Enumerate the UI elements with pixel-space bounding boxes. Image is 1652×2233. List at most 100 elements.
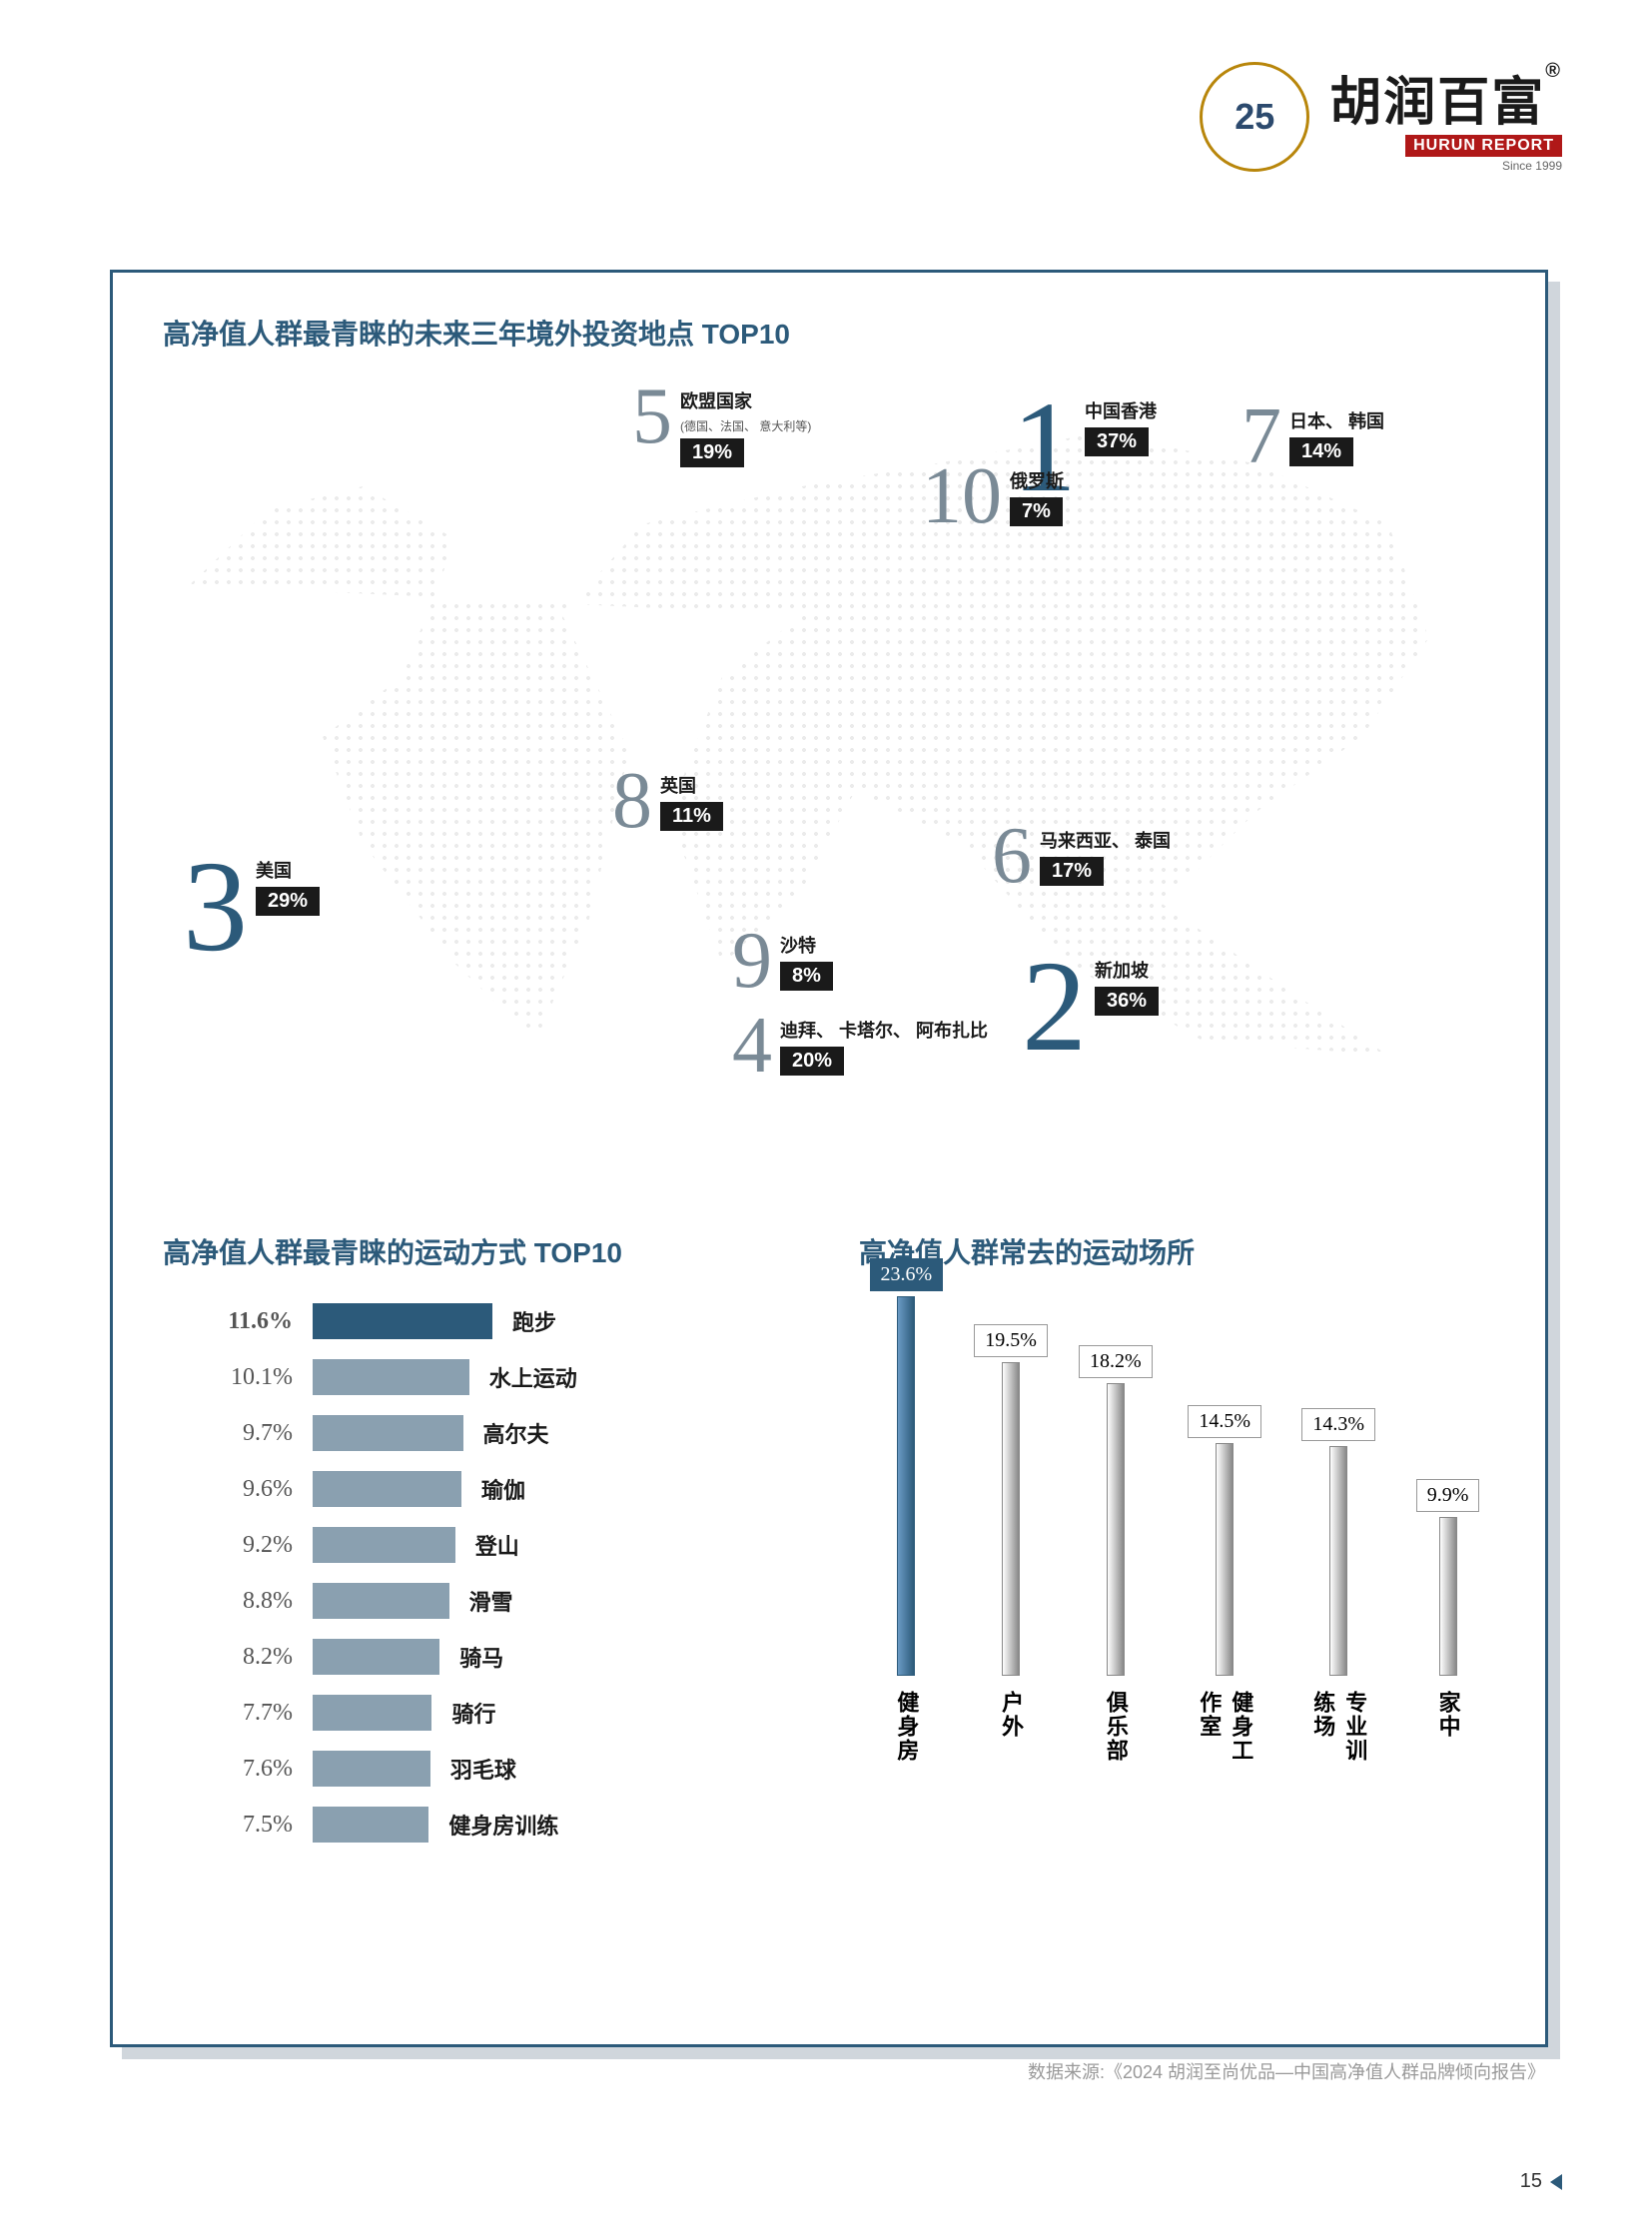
hbar-row: 9.7%高尔夫 bbox=[163, 1413, 799, 1453]
ranking-4: 4 迪拜、 卡塔尔、 阿布扎比 20% bbox=[732, 1012, 988, 1080]
content-frame: 高净值人群最青睐的未来三年境外投资地点 TOP10 1中国香港37%2新加坡36… bbox=[110, 270, 1548, 2047]
vbar-container: 23.6%健身房19.5%户外18.2%俱乐部14.5%健身工作室14.3%专业… bbox=[859, 1301, 1495, 1781]
vbar-col: 14.3%专业训练场 bbox=[1306, 1446, 1370, 1781]
map-title: 高净值人群最青睐的未来三年境外投资地点 TOP10 bbox=[113, 273, 1545, 372]
rank-label: 马来西亚、 泰国 bbox=[1040, 830, 1171, 853]
hbar-percent: 7.7% bbox=[163, 1700, 313, 1727]
hbar-label: 骑马 bbox=[439, 1641, 503, 1673]
rank-label: 日本、 韩国 bbox=[1289, 410, 1384, 433]
ranking-2: 2新加坡36% bbox=[1022, 952, 1159, 1063]
hbar-percent: 9.2% bbox=[163, 1532, 313, 1559]
hbar-row: 7.7%骑行 bbox=[163, 1693, 799, 1733]
rank-number: 10 bbox=[922, 462, 1002, 530]
ranking-9: 9 沙特 8% bbox=[732, 927, 833, 995]
vbar-bar bbox=[897, 1296, 915, 1676]
hbar-label: 健身房训练 bbox=[428, 1809, 558, 1841]
rank-label: 迪拜、 卡塔尔、 阿布扎比 bbox=[780, 1020, 988, 1043]
ranking-10: 10 俄罗斯 7% bbox=[922, 462, 1064, 530]
sports-venue-chart: 高净值人群常去的运动场所 23.6%健身房19.5%户外18.2%俱乐部14.5… bbox=[859, 1231, 1495, 1861]
brand-logo: 胡润百富® HURUN REPORT Since 1999 bbox=[1329, 60, 1562, 173]
hbar-bar bbox=[313, 1359, 469, 1395]
page-number: 15 bbox=[1520, 2170, 1562, 2193]
ranking-8: 8英国11% bbox=[612, 767, 723, 835]
rank-percent: 29% bbox=[256, 887, 320, 916]
hbar-bar bbox=[313, 1471, 461, 1507]
logo-chinese: 胡润百富® bbox=[1329, 60, 1562, 135]
hbar-row: 11.6%跑步 bbox=[163, 1301, 799, 1341]
hbar-row: 7.5% 健身房训练 bbox=[163, 1805, 799, 1845]
hbar-row: 10.1%水上运动 bbox=[163, 1357, 799, 1397]
hbar-percent: 7.6% bbox=[163, 1756, 313, 1783]
vbar-col: 9.9%家中 bbox=[1420, 1517, 1475, 1781]
rank-label: 中国香港 bbox=[1085, 400, 1157, 423]
hbar-bar bbox=[313, 1583, 449, 1619]
hbar-label: 登山 bbox=[455, 1529, 519, 1561]
rank-percent: 8% bbox=[780, 962, 833, 991]
vbar-percent: 23.6% bbox=[870, 1258, 944, 1291]
rank-label: 沙特 bbox=[780, 935, 833, 958]
vbar-percent: 14.3% bbox=[1301, 1408, 1375, 1441]
rank-label: 美国 bbox=[256, 860, 320, 883]
hbar-bar bbox=[313, 1639, 439, 1675]
vbar-title: 高净值人群常去的运动场所 bbox=[859, 1231, 1495, 1271]
ranking-5: 5 欧盟国家 (德国、法国、 意大利等) 19% bbox=[632, 382, 811, 467]
hbar-label: 瑜伽 bbox=[461, 1473, 525, 1505]
rank-percent: 19% bbox=[680, 438, 744, 467]
hbar-percent: 9.6% bbox=[163, 1476, 313, 1503]
logo-since: Since 1999 bbox=[1329, 159, 1562, 173]
hbar-title: 高净值人群最青睐的运动方式 TOP10 bbox=[163, 1231, 799, 1271]
rank-label: 欧盟国家 bbox=[680, 390, 811, 413]
vbar-percent: 9.9% bbox=[1416, 1479, 1480, 1512]
vbar-bar bbox=[1107, 1383, 1125, 1676]
rank-number: 2 bbox=[1022, 952, 1087, 1063]
hbar-row: 9.2% 登山 bbox=[163, 1525, 799, 1565]
hbar-row: 8.2%骑马 bbox=[163, 1637, 799, 1677]
hbar-percent: 7.5% bbox=[163, 1812, 313, 1839]
rank-number: 8 bbox=[612, 767, 652, 835]
page-arrow-icon bbox=[1550, 2174, 1562, 2190]
rank-label: 英国 bbox=[660, 775, 723, 798]
rank-label: 俄罗斯 bbox=[1010, 470, 1064, 493]
vbar-col: 19.5%户外 bbox=[984, 1362, 1039, 1781]
hbar-container: 11.6%跑步 10.1%水上运动 9.7%高尔夫 9.6% 瑜伽 9.2% 登山 8.8% 滑… bbox=[163, 1301, 799, 1845]
hbar-label: 水上运动 bbox=[469, 1361, 577, 1393]
hbar-row: 7.6% 羽毛球 bbox=[163, 1749, 799, 1789]
hbar-percent: 8.8% bbox=[163, 1588, 313, 1615]
hbar-label: 羽毛球 bbox=[430, 1753, 516, 1785]
vbar-col: 14.5%健身工作室 bbox=[1193, 1443, 1256, 1781]
rank-percent: 17% bbox=[1040, 857, 1104, 886]
rank-percent: 14% bbox=[1289, 437, 1353, 466]
hbar-bar bbox=[313, 1751, 430, 1787]
vbar-col: 23.6%健身房 bbox=[879, 1296, 934, 1781]
sports-preference-chart: 高净值人群最青睐的运动方式 TOP10 11.6%跑步 10.1%水上运动 9.7%… bbox=[163, 1231, 799, 1861]
vbar-bar bbox=[1439, 1517, 1457, 1676]
badge-number: 25 bbox=[1235, 96, 1274, 138]
hbar-bar bbox=[313, 1695, 431, 1731]
hbar-bar bbox=[313, 1303, 492, 1339]
rank-number: 4 bbox=[732, 1012, 772, 1080]
vbar-label: 健身房 bbox=[890, 1691, 922, 1781]
rank-number: 9 bbox=[732, 927, 772, 995]
hbar-label: 高尔夫 bbox=[463, 1417, 549, 1449]
page-number-text: 15 bbox=[1520, 2170, 1542, 2193]
hbar-bar bbox=[313, 1807, 428, 1843]
hbar-label: 跑步 bbox=[492, 1305, 556, 1337]
rank-label: 新加坡 bbox=[1095, 960, 1159, 983]
rank-percent: 7% bbox=[1010, 497, 1063, 526]
rank-percent: 37% bbox=[1085, 427, 1149, 456]
ranking-7: 7日本、 韩国14% bbox=[1241, 402, 1384, 470]
hbar-label: 滑雪 bbox=[449, 1585, 513, 1617]
rank-sublabel: (德国、法国、 意大利等) bbox=[680, 417, 811, 434]
rank-percent: 20% bbox=[780, 1047, 844, 1076]
hbar-bar bbox=[313, 1415, 463, 1451]
vbar-bar bbox=[1216, 1443, 1234, 1676]
vbar-label: 健身工作室 bbox=[1193, 1691, 1256, 1781]
rank-number: 3 bbox=[183, 852, 248, 963]
hbar-row: 8.8% 滑雪 bbox=[163, 1581, 799, 1621]
hbar-row: 9.6% 瑜伽 bbox=[163, 1469, 799, 1509]
vbar-label: 专业训练场 bbox=[1306, 1691, 1370, 1781]
bottom-charts: 高净值人群最青睐的运动方式 TOP10 11.6%跑步 10.1%水上运动 9.7%… bbox=[113, 1191, 1545, 1861]
rank-number: 5 bbox=[632, 382, 672, 450]
vbar-bar bbox=[1002, 1362, 1020, 1676]
rank-number: 6 bbox=[992, 822, 1032, 890]
